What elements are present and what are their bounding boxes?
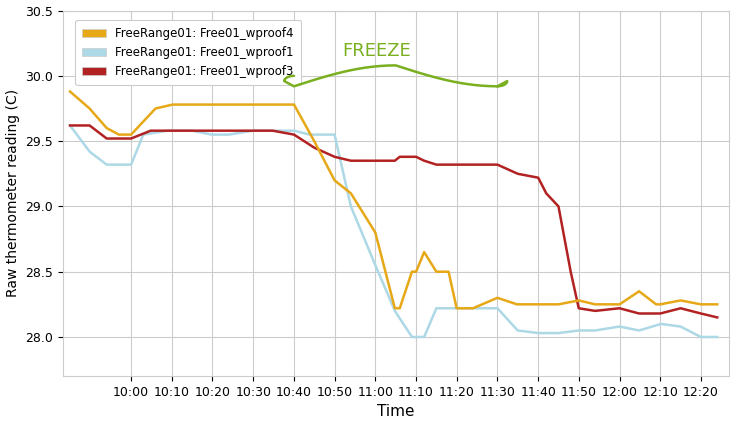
Y-axis label: Raw thermometer reading (C): Raw thermometer reading (C) [6,89,20,298]
Text: FREEZE: FREEZE [342,42,411,60]
Legend: FreeRange01: Free01_wproof4, FreeRange01: Free01_wproof1, FreeRange01: Free01_wp: FreeRange01: Free01_wproof4, FreeRange01… [75,20,301,85]
X-axis label: Time: Time [377,405,415,419]
